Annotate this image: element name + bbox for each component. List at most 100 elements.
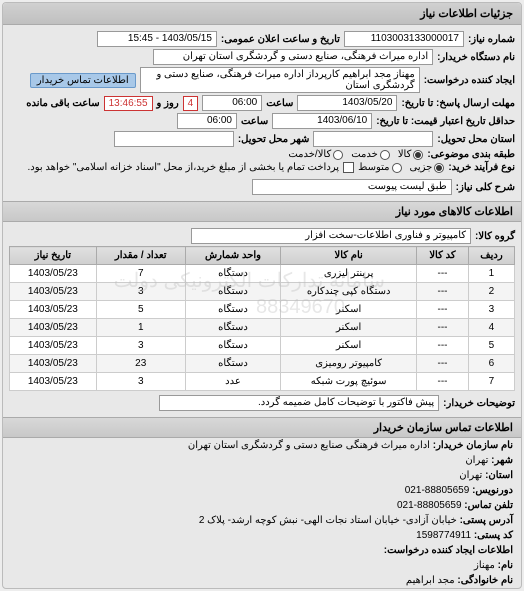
summary-field: طبق لیست پیوست bbox=[252, 179, 452, 195]
radio-service[interactable]: خدمت bbox=[351, 149, 390, 160]
table-row: 4---اسکنردستگاه11403/05/23 bbox=[10, 319, 515, 337]
city-label: شهر محل تحویل: bbox=[238, 134, 310, 145]
table-cell: --- bbox=[417, 337, 469, 355]
table-header: ردیف bbox=[468, 247, 514, 265]
province-label: استان محل تحویل: bbox=[437, 134, 515, 145]
table-cell: اسکنر bbox=[281, 337, 417, 355]
table-cell: 1403/05/23 bbox=[10, 265, 97, 283]
radio-dot-icon bbox=[413, 150, 423, 160]
table-cell: دستگاه bbox=[185, 355, 280, 373]
table-cell: 1403/05/23 bbox=[10, 337, 97, 355]
c-zip: 1598774911 bbox=[416, 530, 471, 541]
buyer-org-label: نام دستگاه خریدار: bbox=[437, 52, 515, 63]
c-creator-title: اطلاعات ایجاد کننده درخواست: bbox=[384, 545, 513, 556]
c-phone: 88805659-021 bbox=[397, 500, 462, 511]
table-cell: 5 bbox=[96, 301, 185, 319]
deadline-date: 1403/05/20 bbox=[297, 95, 397, 111]
table-row: 7---سوئیچ پورت شبکهعدد31403/05/23 bbox=[10, 373, 515, 391]
items-section-title: اطلاعات کالاهای مورد نیاز bbox=[3, 201, 521, 222]
table-row: 3---اسکنردستگاه51403/05/23 bbox=[10, 301, 515, 319]
time-remain: 13:46:55 bbox=[104, 96, 153, 111]
table-cell: 3 bbox=[468, 301, 514, 319]
table-cell: اسکنر bbox=[281, 319, 417, 337]
radio-partial[interactable]: جزیی bbox=[410, 162, 445, 173]
table-cell: دستگاه bbox=[185, 301, 280, 319]
buyer-notes: پیش فاکتور با توضیحات کامل ضمیمه گردد. bbox=[159, 395, 439, 411]
c-city-lbl: شهر: bbox=[491, 455, 513, 466]
city-field bbox=[114, 131, 234, 147]
category-label: طبقه بندی موضوعی: bbox=[427, 149, 515, 160]
table-cell: دستگاه bbox=[185, 265, 280, 283]
buyer-org: اداره میراث فرهنگی، صنایع دستی و گردشگری… bbox=[153, 49, 433, 65]
table-row: 1---پرینتر لیزریدستگاه71403/05/23 bbox=[10, 265, 515, 283]
c-zip-lbl: کد پستی: bbox=[474, 530, 513, 541]
deadline-label: مهلت ارسال پاسخ: تا تاریخ: bbox=[401, 98, 515, 109]
summary-label: شرح کلی نیاز: bbox=[456, 182, 515, 193]
panel-title: جزئیات اطلاعات نیاز bbox=[3, 3, 521, 25]
c-lname-lbl: نام خانوادگی: bbox=[457, 575, 513, 586]
c-org-lbl: نام سازمان خریدار: bbox=[433, 440, 513, 451]
table-header: واحد شمارش bbox=[185, 247, 280, 265]
table-cell: 6 bbox=[468, 355, 514, 373]
contact-info-button[interactable]: اطلاعات تماس خریدار bbox=[30, 73, 136, 88]
table-cell: 1403/05/23 bbox=[10, 373, 97, 391]
table-cell: 3 bbox=[96, 337, 185, 355]
c-name: مهناز bbox=[474, 560, 495, 571]
c-addr: خیابان آزادی- خیابان استاد نجات الهی- نب… bbox=[199, 515, 457, 526]
table-cell: --- bbox=[417, 355, 469, 373]
treasury-checkbox[interactable] bbox=[343, 162, 354, 173]
c-fax-lbl: دورنویس: bbox=[472, 485, 513, 496]
radio-dot-icon bbox=[434, 163, 444, 173]
contact-section-title: اطلاعات تماس سازمان خریدار bbox=[3, 417, 521, 438]
c-prov-lbl: استان: bbox=[485, 470, 513, 481]
province-field bbox=[313, 131, 433, 147]
table-row: 2---دستگاه کپی چندکارهدستگاه31403/05/23 bbox=[10, 283, 515, 301]
table-cell: 2 bbox=[468, 283, 514, 301]
radio-dot-icon bbox=[392, 163, 402, 173]
category-radio-group: کالا خدمت کالا/خدمت bbox=[288, 149, 423, 160]
table-cell: دستگاه کپی چندکاره bbox=[281, 283, 417, 301]
table-cell: 3 bbox=[96, 373, 185, 391]
group-field: کامپیوتر و فناوری اطلاعات-سخت افزار bbox=[191, 228, 471, 244]
table-cell: 7 bbox=[468, 373, 514, 391]
radio-medium[interactable]: متوسط bbox=[358, 162, 401, 173]
table-header: نام کالا bbox=[281, 247, 417, 265]
table-cell: 4 bbox=[468, 319, 514, 337]
table-header: تاریخ نیاز bbox=[10, 247, 97, 265]
items-table: ردیفکد کالانام کالاواحد شمارشتعداد / مقد… bbox=[9, 246, 515, 391]
table-cell: --- bbox=[417, 319, 469, 337]
c-name-lbl: نام: bbox=[498, 560, 513, 571]
table-cell: --- bbox=[417, 283, 469, 301]
validity-date: 1403/06/10 bbox=[272, 113, 372, 129]
table-header: کد کالا bbox=[417, 247, 469, 265]
req-number: 1103003133000017 bbox=[344, 31, 464, 47]
table-cell: 5 bbox=[468, 337, 514, 355]
table-cell: --- bbox=[417, 301, 469, 319]
req-number-label: شماره نیاز: bbox=[468, 34, 515, 45]
days-remain: 4 bbox=[183, 96, 199, 111]
radio-dot-icon bbox=[333, 150, 343, 160]
c-phone-lbl: تلفن تماس: bbox=[464, 500, 513, 511]
radio-dot-icon bbox=[380, 150, 390, 160]
table-cell: اسکنر bbox=[281, 301, 417, 319]
c-prov: تهران bbox=[459, 470, 482, 481]
table-cell: 1403/05/23 bbox=[10, 283, 97, 301]
group-label: گروه کالا: bbox=[475, 231, 515, 242]
creator: مهناز مجد ابراهیم کارپرداز اداره میراث ف… bbox=[140, 67, 420, 93]
table-cell: 23 bbox=[96, 355, 185, 373]
days-label: روز و bbox=[157, 98, 179, 109]
c-lname: مجد ابراهیم bbox=[406, 575, 455, 586]
radio-both[interactable]: کالا/خدمت bbox=[288, 149, 343, 160]
time-remain-label: ساعت باقی مانده bbox=[26, 98, 99, 109]
deadline-time: 06:00 bbox=[202, 95, 262, 111]
process-radio-group: جزیی متوسط bbox=[358, 162, 444, 173]
creator-label: ایجاد کننده درخواست: bbox=[424, 75, 515, 86]
table-cell: کامپیوتر رومیزی bbox=[281, 355, 417, 373]
radio-goods[interactable]: کالا bbox=[398, 149, 424, 160]
table-row: 5---اسکنردستگاه31403/05/23 bbox=[10, 337, 515, 355]
table-cell: 3 bbox=[96, 283, 185, 301]
at-label-2: ساعت bbox=[241, 116, 268, 127]
table-cell: --- bbox=[417, 265, 469, 283]
table-header: تعداد / مقدار bbox=[96, 247, 185, 265]
table-cell: دستگاه bbox=[185, 283, 280, 301]
